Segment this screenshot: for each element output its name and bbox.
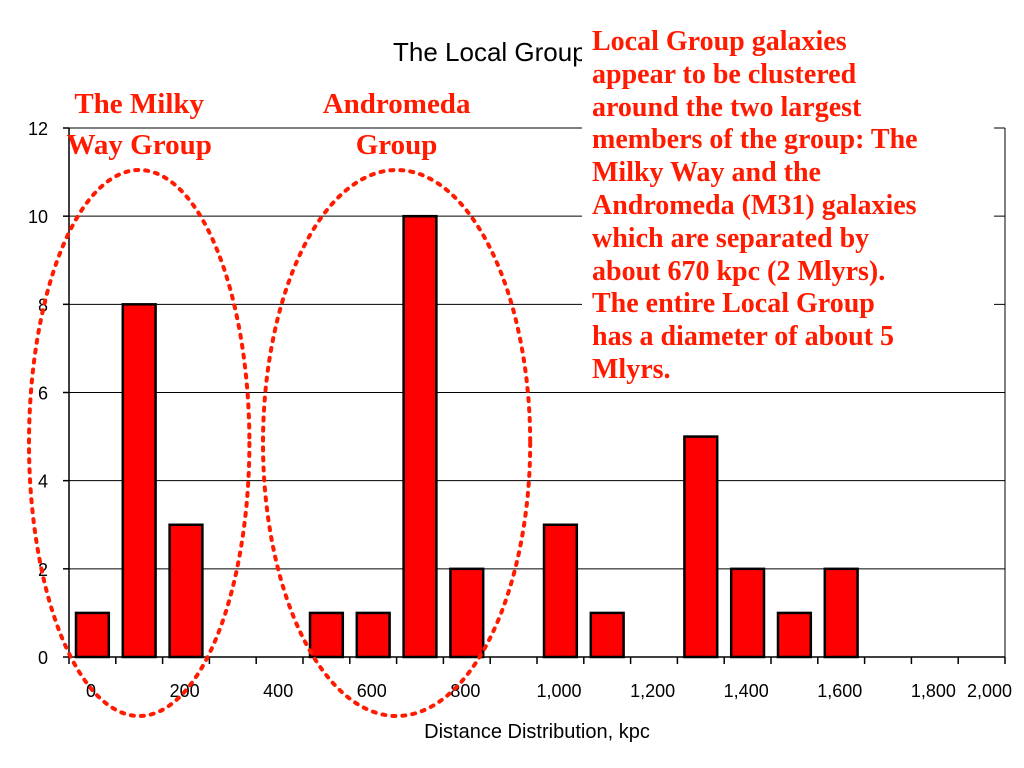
x-tick-label: 1,200 bbox=[630, 681, 675, 701]
bar bbox=[121, 303, 157, 659]
callout-line: about 670 kpc (2 Mlyrs). bbox=[592, 255, 886, 287]
group-label: Andromeda bbox=[323, 88, 471, 120]
group-ellipse bbox=[261, 168, 533, 718]
x-tick-label: 1,600 bbox=[817, 681, 862, 701]
bars bbox=[74, 214, 859, 659]
y-tick-label: 0 bbox=[38, 648, 48, 668]
y-tick-label: 10 bbox=[28, 207, 48, 227]
callout-line: Local Group galaxies bbox=[592, 26, 847, 57]
bar bbox=[449, 567, 485, 659]
bar bbox=[776, 611, 813, 659]
callout-line: appear to be clustered bbox=[592, 58, 857, 90]
bar bbox=[355, 611, 391, 659]
x-tick-label: 1,800 bbox=[911, 681, 956, 701]
callout-line: which are separated by bbox=[592, 222, 870, 254]
group-ellipse bbox=[27, 168, 252, 718]
group-label: Group bbox=[356, 129, 438, 161]
callout-line: The entire Local Group bbox=[592, 288, 875, 320]
bar bbox=[589, 611, 625, 659]
x-tick-label: 2,000 bbox=[967, 681, 1012, 701]
x-tick-label: 1,000 bbox=[536, 681, 581, 701]
x-tick-label: 400 bbox=[263, 681, 293, 701]
y-tick-label: 8 bbox=[38, 295, 48, 315]
y-tick-label: 12 bbox=[28, 119, 48, 139]
group-labels: The Milky Way Group Andromeda Group bbox=[67, 88, 471, 161]
callout-line: Mlyrs. bbox=[592, 353, 671, 385]
chart-title: The Local Group bbox=[393, 37, 587, 67]
x-tick-label: 800 bbox=[450, 681, 480, 701]
bar bbox=[402, 214, 438, 659]
y-tick-label: 6 bbox=[38, 384, 48, 404]
bar bbox=[729, 567, 766, 659]
bar bbox=[168, 523, 204, 659]
callout-line: around the two largest bbox=[592, 91, 862, 123]
group-ellipses bbox=[27, 168, 533, 718]
bar bbox=[74, 611, 111, 659]
callout-line: Andromeda (M31) galaxies bbox=[592, 189, 917, 221]
callout-annotation: Local Group galaxies appear to be cluster… bbox=[582, 26, 994, 388]
group-label: Way Group bbox=[67, 129, 212, 161]
bar bbox=[683, 435, 719, 659]
x-tick-label: 1,400 bbox=[724, 681, 769, 701]
callout-line: members of the group: The bbox=[592, 124, 918, 156]
bar bbox=[542, 523, 579, 659]
x-tick-label: 600 bbox=[357, 681, 387, 701]
callout-line: has a diameter of about 5 bbox=[592, 321, 895, 353]
bar bbox=[823, 567, 859, 659]
y-tick-label: 4 bbox=[38, 472, 48, 492]
x-axis-label: Distance Distribution, kpc bbox=[424, 721, 650, 743]
group-label: The Milky bbox=[74, 88, 204, 120]
callout-line: Milky Way and the bbox=[592, 157, 821, 189]
bar bbox=[308, 611, 345, 659]
